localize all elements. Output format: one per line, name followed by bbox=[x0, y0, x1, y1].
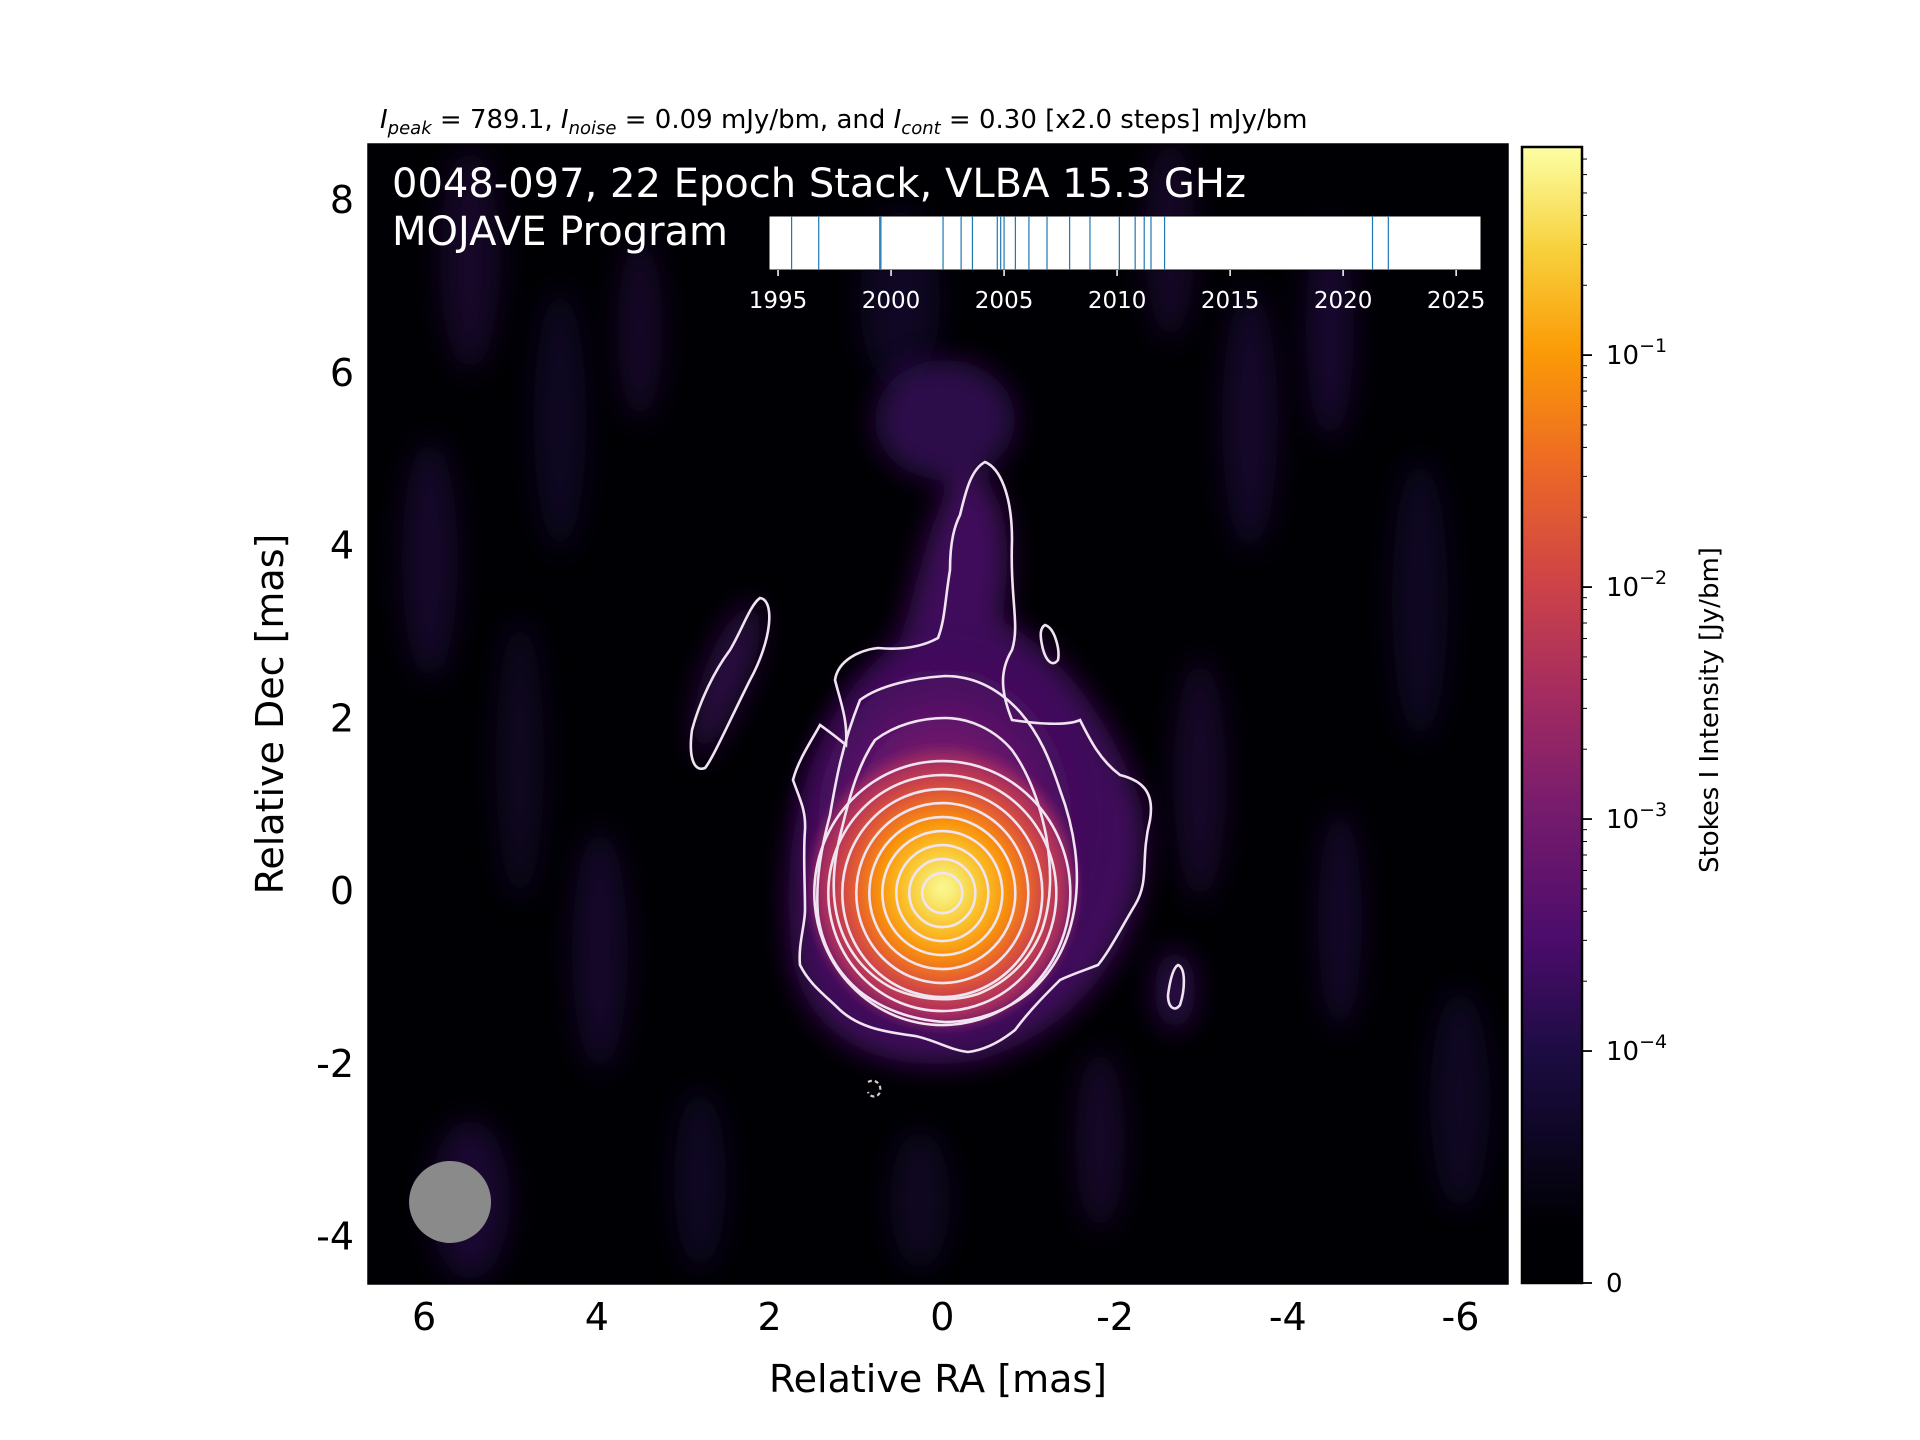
colorbar-tick-label: 0 bbox=[1606, 1269, 1623, 1299]
x-tick-label: -2 bbox=[1096, 1295, 1134, 1339]
epoch-timeline: 1995 2000 2005 2010 2015 2020 2025 bbox=[749, 215, 1486, 314]
contours bbox=[791, 460, 1153, 1054]
timeline-box bbox=[768, 215, 1482, 271]
peak-sub: peak bbox=[387, 118, 434, 139]
x-tick-label: 6 bbox=[412, 1295, 436, 1339]
contour-level-3 bbox=[832, 716, 1052, 1001]
y-tick-label: 8 bbox=[330, 178, 354, 222]
timeline-tick-label: 2020 bbox=[1314, 288, 1373, 314]
contour-island-lower bbox=[1166, 963, 1186, 1010]
image-plot: 0048-097, 22 Epoch Stack, VLBA 15.3 GHz … bbox=[316, 143, 1509, 1339]
core-contours bbox=[813, 759, 1072, 1027]
timeline-ticks: 1995 2000 2005 2010 2015 2020 2025 bbox=[749, 270, 1486, 314]
chart-title-line2: MOJAVE Program bbox=[392, 209, 728, 255]
chart-title-line1: 0048-097, 22 Epoch Stack, VLBA 15.3 GHz bbox=[392, 161, 1246, 207]
contour-ring-3 bbox=[841, 787, 1044, 999]
chart-subtitle: Ipeak = 789.1, Inoise = 0.09 mJy/bm, and… bbox=[380, 105, 1307, 139]
x-tick-label: 4 bbox=[585, 1295, 609, 1339]
contour-ring-1 bbox=[813, 759, 1072, 1027]
contour-ring-4 bbox=[855, 801, 1030, 985]
contour-island-right bbox=[1039, 623, 1060, 665]
noise-streaks bbox=[402, 144, 1490, 1280]
noise-sub: noise bbox=[569, 118, 617, 139]
colorbar-tick-label: 10−3 bbox=[1606, 799, 1667, 835]
x-tick-label: 2 bbox=[757, 1295, 781, 1339]
contour-island-left bbox=[689, 596, 771, 771]
negative-contour bbox=[866, 1079, 882, 1098]
y-axis-label: Relative Dec [mas] bbox=[248, 534, 292, 895]
y-tick-label: 6 bbox=[330, 351, 354, 395]
contour-level-2 bbox=[816, 674, 1079, 1024]
y-tick-label: 0 bbox=[330, 869, 354, 913]
contour-ring-7 bbox=[895, 843, 990, 943]
x-axis-label: Relative RA [mas] bbox=[769, 1357, 1107, 1401]
y-tick-label: 4 bbox=[330, 524, 354, 568]
emission-layer bbox=[402, 144, 1490, 1280]
colorbar-fill bbox=[1520, 145, 1584, 1285]
timeline-tick-label: 2000 bbox=[862, 288, 921, 314]
x-tick-label: -4 bbox=[1269, 1295, 1307, 1339]
y-tick-label: -2 bbox=[316, 1042, 354, 1086]
contour-ring-9 bbox=[921, 871, 964, 915]
timeline-tick-label: 2015 bbox=[1201, 288, 1260, 314]
colorbar: 0 10−4 10−3 10−2 10−1 Stokes I Intensity [Jy… bbox=[1520, 145, 1725, 1299]
contour-ring-8 bbox=[908, 857, 977, 929]
colorbar-tick-label: 10−2 bbox=[1606, 567, 1667, 603]
plot-frame bbox=[367, 143, 1509, 1285]
peak-value: = 789.1, bbox=[432, 105, 561, 135]
timeline-tick-label: 2025 bbox=[1427, 288, 1486, 314]
colorbar-label: Stokes I Intensity [Jy/bm] bbox=[1695, 547, 1725, 873]
noise-var: I bbox=[561, 105, 569, 135]
colorbar-tick-label: 10−4 bbox=[1606, 1031, 1667, 1067]
x-axis-ticks: 6 4 2 0 -2 -4 -6 bbox=[412, 144, 1479, 1339]
noise-value: = 0.09 mJy/bm, and bbox=[616, 105, 893, 135]
x-tick-label: -6 bbox=[1442, 1295, 1480, 1339]
y-axis-ticks: -4 -2 0 2 4 6 8 bbox=[316, 178, 1508, 1259]
contour-ring-2 bbox=[827, 773, 1058, 1013]
epoch-lines bbox=[791, 216, 1389, 270]
contour-lowest bbox=[791, 460, 1153, 1054]
beam-ellipse bbox=[409, 1160, 492, 1243]
cont-sub: cont bbox=[901, 118, 941, 139]
y-tick-label: -4 bbox=[316, 1215, 354, 1259]
cont-var: I bbox=[894, 105, 902, 135]
colorbar-tick-label: 10−1 bbox=[1606, 335, 1667, 371]
contour-ring-6 bbox=[881, 829, 1004, 957]
contour-ring-5 bbox=[868, 815, 1017, 971]
colorbar-ticks: 0 10−4 10−3 10−2 10−1 bbox=[1582, 158, 1667, 1299]
core-emission bbox=[811, 750, 1075, 1026]
peak-var: I bbox=[380, 105, 388, 135]
timeline-tick-label: 1995 bbox=[749, 288, 808, 314]
cont-value: = 0.30 [x2.0 steps] mJy/bm bbox=[941, 105, 1308, 135]
timeline-tick-label: 2005 bbox=[975, 288, 1034, 314]
timeline-tick-label: 2010 bbox=[1088, 288, 1147, 314]
x-tick-label: 0 bbox=[930, 1295, 954, 1339]
y-tick-label: 2 bbox=[330, 696, 354, 740]
